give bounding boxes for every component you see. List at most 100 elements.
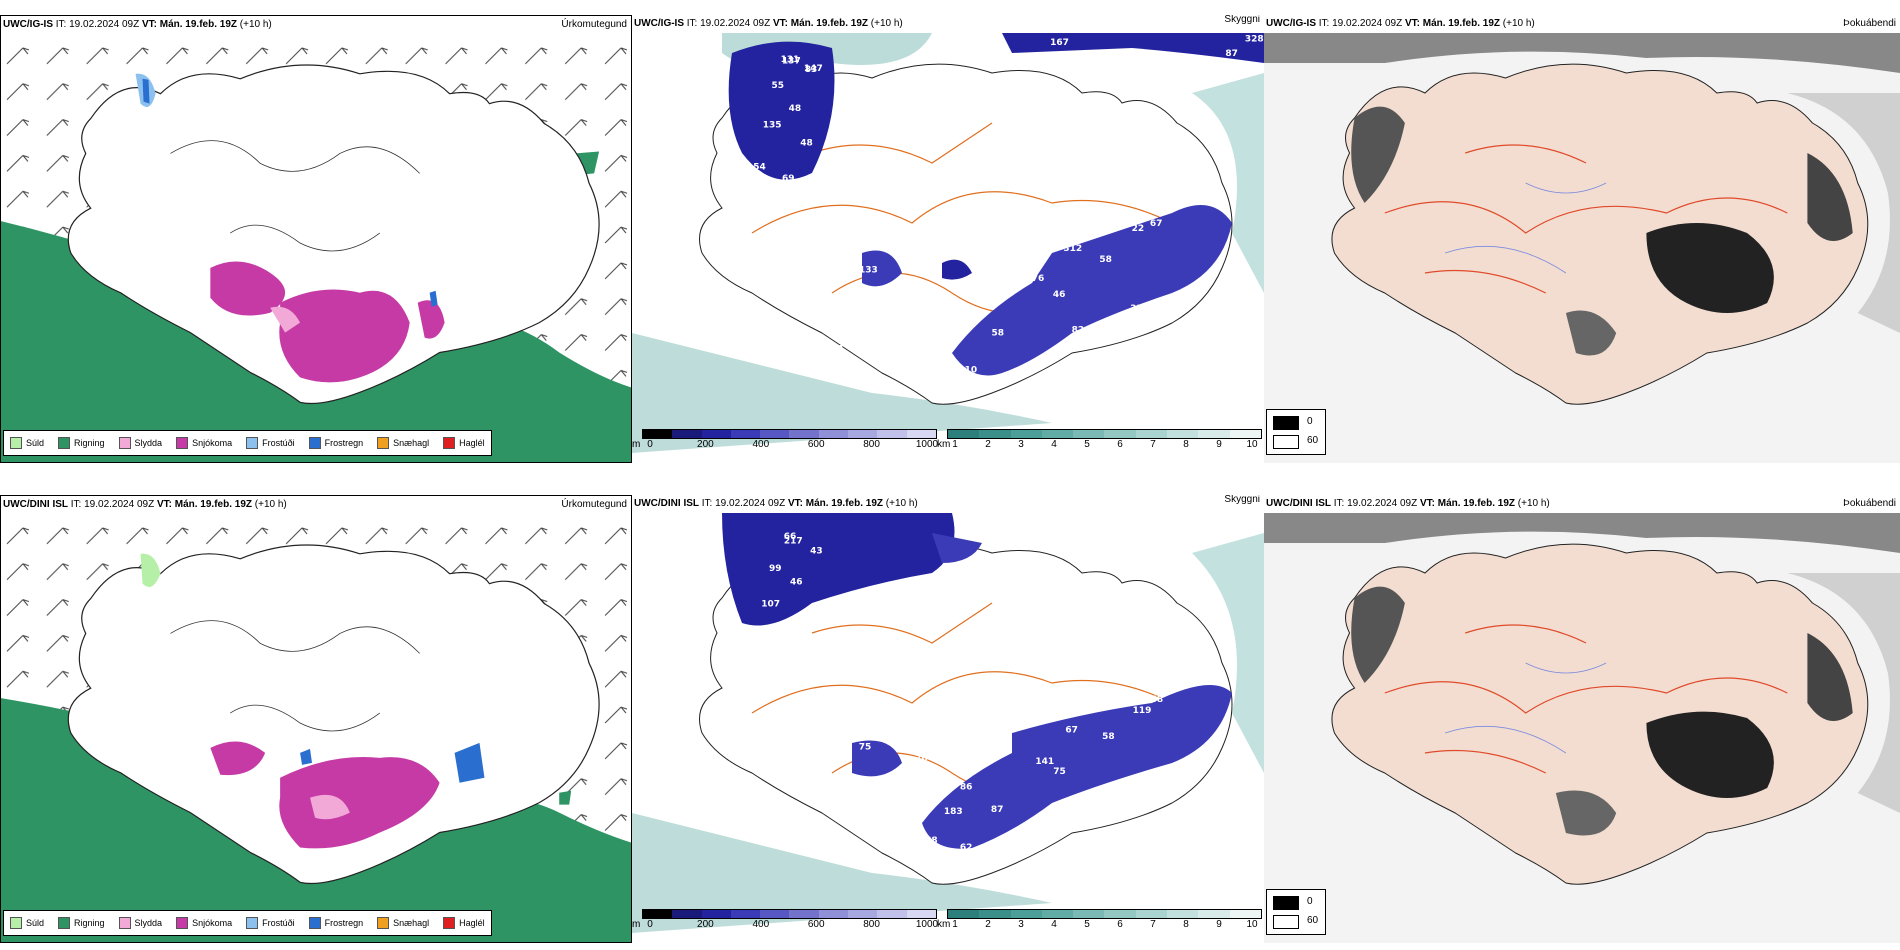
cloud-base-label: 108: [1196, 647, 1215, 657]
legend-swatch: [377, 917, 390, 929]
cloud-base-colorbar-tick: 0: [647, 919, 653, 930]
visibility-colorbar-unit: km: [937, 919, 951, 930]
precip-map-svg: [1, 514, 631, 942]
panel-title: Skyggni: [1224, 15, 1260, 25]
precip-legend: Súld Rigning Slydda Snjókoma Frostúði Frostre…: [3, 910, 492, 936]
cloud-base-colorbar-unit: m: [632, 439, 641, 450]
cloud-base-label: 72: [784, 652, 797, 662]
cloud-base-label: 54: [753, 163, 766, 173]
cloud-base-label: 75: [1053, 767, 1066, 777]
cloud-base-label: 46: [790, 577, 803, 587]
panel-header: UWC/IG-IS IT: 19.02.2024 09Z VT: Mán. 19…: [1264, 15, 1900, 33]
visibility-colorbar-step: [1104, 910, 1136, 918]
visibility-colorbar: km 1 2 3 4 5 6 7 8 9 10: [937, 909, 1262, 935]
cloud-base-colorbar-strip: [642, 909, 937, 919]
visibility-colorbar-tick: 3: [1018, 919, 1024, 930]
cloud-base-colorbar-tick: 0: [647, 439, 653, 450]
cloud-base-colorbar-step: [730, 910, 761, 918]
precip-map-svg: [1, 34, 631, 462]
legend-item: Rigning: [58, 437, 105, 449]
precip-map: [1, 514, 631, 942]
model-name: UWC/DINI ISL: [3, 499, 68, 510]
legend-label: Frostregn: [324, 438, 364, 448]
cloud-base-label: 135: [763, 120, 782, 130]
fog-key-high-label: 60: [1307, 915, 1319, 926]
cloud-base-label: 100: [922, 353, 941, 363]
cloud-base-label: 312: [1063, 244, 1082, 254]
legend-item: Frostregn: [308, 437, 364, 449]
cloud-base-label: 75: [903, 828, 916, 838]
visibility-colorbar-tick: 6: [1117, 439, 1123, 450]
visibility-colorbar-tick: 9: [1216, 439, 1222, 450]
visibility-colorbar-step: [1010, 910, 1042, 918]
cloud-base-label: 22: [1132, 224, 1145, 234]
cloud-base-colorbar-step: [701, 910, 731, 918]
cloud-base-label: 92: [734, 227, 747, 237]
visibility-colorbar-step: [1198, 910, 1230, 918]
legend-item: Haglél: [443, 917, 485, 929]
cloud-map: 137 147 55 48 135 48 54 69 83 6 54 57 133 69 112 312 58 2…: [632, 33, 1264, 463]
cloud-base-label: 57: [886, 240, 899, 250]
cloud-base-label: 76: [1032, 274, 1045, 284]
cloud-base-label: 112: [991, 246, 1010, 256]
cloud-base-colorbar-tick: 800: [863, 919, 880, 930]
legend-label: Rigning: [74, 918, 105, 928]
fog-panel-top: UWC/IG-IS IT: 19.02.2024 09Z VT: Mán. 19…: [1264, 15, 1900, 463]
legend-swatch: [176, 917, 189, 929]
cloud-base-label: 48: [800, 138, 813, 148]
vt-label: VT:: [787, 498, 803, 509]
panel-title: Úrkomutegund: [561, 19, 627, 30]
panel-title: Þokuábendi: [1843, 498, 1896, 509]
fog-map-svg: [1264, 513, 1900, 943]
legend-item: Slydda: [118, 437, 163, 449]
cloud-base-label: 925: [1239, 513, 1258, 521]
visibility-colorbar-tick: 1: [952, 439, 958, 450]
precip-panel-bottom: UWC/DINI ISL IT: 19.02.2024 09Z VT: Mán.…: [0, 495, 632, 943]
legend-label: Slydda: [134, 918, 163, 928]
model-name: UWC/IG-IS: [634, 18, 684, 29]
precip-map: [1, 34, 631, 462]
model-name: UWC/DINI ISL: [634, 498, 699, 509]
legend-item: Snæhagl: [377, 437, 429, 449]
cloud-base-label: 343: [1180, 667, 1199, 677]
legend-swatch: [176, 437, 189, 449]
legend-label: Súld: [26, 438, 45, 448]
vt-value: Mán. 19.feb. 19Z: [1422, 18, 1500, 29]
cloud-base-label: 63: [1191, 170, 1204, 180]
legend-item: Súld: [10, 437, 44, 449]
legend-swatch: [58, 437, 71, 449]
cloud-base-label: 167: [1050, 38, 1069, 48]
vt-value: Mán. 19.feb. 19Z: [159, 19, 237, 30]
visibility-colorbar-tick: 8: [1183, 439, 1189, 450]
cloud-base-label: 196: [785, 733, 804, 743]
cloud-base-colorbar-step: [877, 430, 907, 438]
legend-swatch: [246, 437, 259, 449]
visibility-colorbar-step: [1041, 910, 1074, 918]
cloud-base-label: 54: [929, 222, 942, 232]
it-value: 19.02.2024 09Z: [715, 498, 786, 509]
cloud-base-colorbar-strip: [642, 429, 937, 439]
cloud-map: 217 43 99 46 107 103 70 72 55 46 76 65 75 70 49 67 58 119…: [632, 513, 1264, 943]
it-value: 19.02.2024 09Z: [1332, 18, 1403, 29]
lead-time: (+10 h): [239, 19, 272, 30]
cloud-base-label: 46: [963, 700, 976, 710]
legend-swatch: [118, 917, 131, 929]
visibility-colorbar-tick: 4: [1051, 919, 1057, 930]
cloud-base-label: 51: [1161, 679, 1174, 689]
cloud-base-label: 217: [784, 537, 803, 547]
cloud-base-label: 83: [805, 65, 818, 75]
cloud-base-label: 76: [929, 703, 942, 713]
vt-value: Mán. 19.feb. 19Z: [1437, 498, 1515, 509]
legend-label: Slydda: [134, 438, 163, 448]
visibility-colorbar-tick: 10: [1246, 439, 1258, 450]
cloud-base-label: 168: [919, 836, 938, 846]
cloud-base-colorbar-step: [789, 430, 819, 438]
visibility-colorbar-tick: 2: [985, 439, 991, 450]
cloud-base-colorbar-unit: m: [632, 919, 641, 930]
cloud-base-label: 108: [729, 708, 748, 718]
legend-swatch: [443, 437, 456, 449]
panel-header: UWC/DINI ISL IT: 19.02.2024 09Z VT: Mán.…: [1, 496, 631, 514]
legend-item: Haglél: [443, 437, 485, 449]
visibility-colorbar-tick: 5: [1084, 919, 1090, 930]
